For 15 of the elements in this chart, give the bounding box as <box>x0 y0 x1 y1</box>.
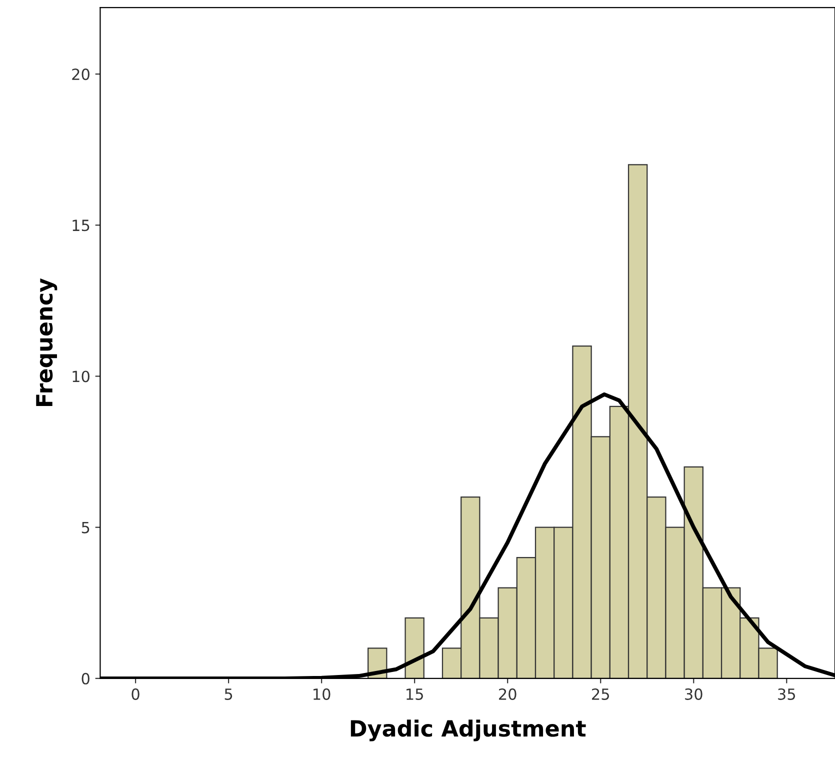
x-tick-label: 15 <box>406 688 423 700</box>
x-axis-title: Dyadic Adjustment <box>350 720 586 742</box>
x-tick-label: 20 <box>498 688 516 700</box>
x-tick-label: 35 <box>778 688 796 700</box>
x-tick-label: 0 <box>132 688 140 700</box>
x-tick-label: 30 <box>685 688 702 700</box>
x-tick-label: 5 <box>224 688 232 700</box>
y-axis-title: Frequency <box>36 278 58 406</box>
y-tick-label: 15 <box>72 220 90 232</box>
y-tick-label: 5 <box>82 522 90 534</box>
y-tick-label: 20 <box>72 68 90 80</box>
x-tick-label: 25 <box>592 688 609 700</box>
y-tick-label: 0 <box>82 672 90 684</box>
y-tick-label: 10 <box>72 370 90 382</box>
x-tick-label: 10 <box>314 688 330 700</box>
